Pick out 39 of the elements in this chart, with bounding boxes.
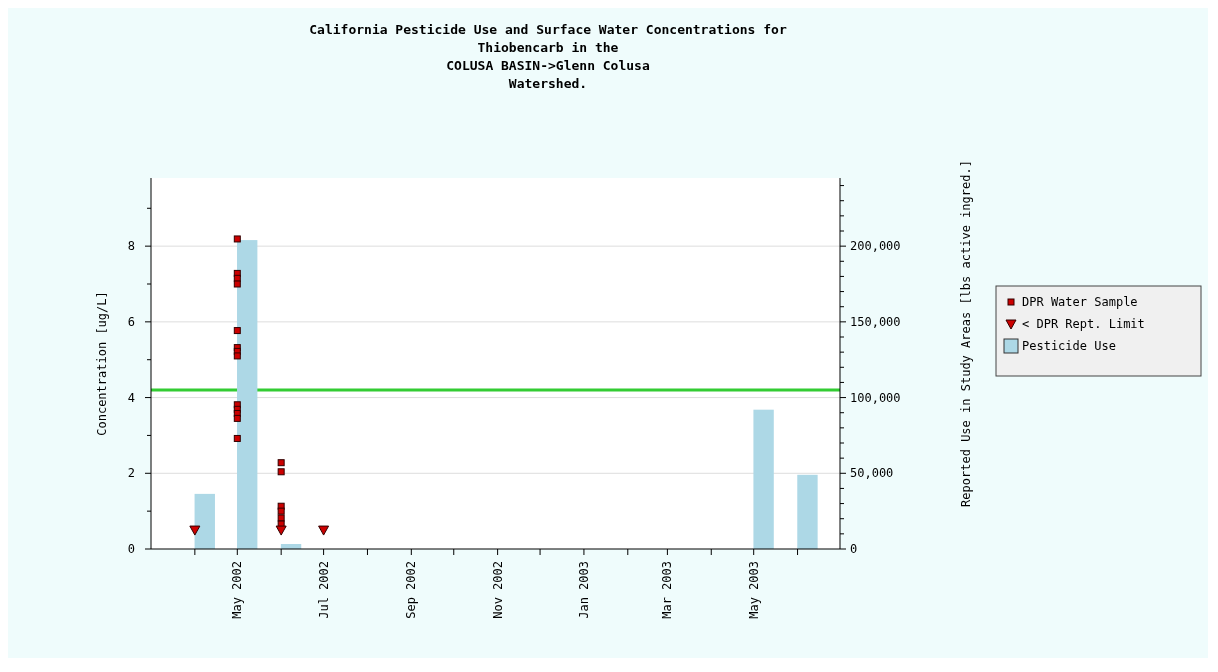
bar [237,240,258,549]
y2-axis-title: Reported Use in Study Areas [lbs active ingred.] [959,160,973,507]
y2-tick-label: 150,000 [850,314,901,329]
y-tick-label: 8 [127,239,135,254]
x-tick-label: Mar 2003 [660,561,675,619]
y2-tick-label: 0 [850,542,858,556]
point [189,525,201,536]
point [233,235,241,243]
x-tick-label: Nov 2002 [490,561,505,619]
point [233,414,241,422]
y-tick-label: 6 [127,314,135,329]
x-tick-label: May 2003 [746,561,761,619]
point [318,525,330,536]
legend-label: < DPR Rept. Limit [1022,317,1145,331]
y2-tick-label: 200,000 [850,239,901,254]
point [277,468,285,476]
chart-title: California Pesticide Use and Surface Water Concentrations for Thiobencarb in the COLUSA BASIN->Glenn Colusa Watershed. [309,22,787,91]
y2-tick-label: 100,000 [850,390,901,405]
point [277,507,285,515]
point [277,459,285,467]
y2-tick-label: 50,000 [850,466,894,481]
bar [194,493,215,549]
x-tick-label: Sep 2002 [404,561,419,619]
x-tick-label: Jan 2003 [576,561,591,619]
y-tick-label: 2 [127,466,135,481]
bar [753,409,774,549]
x-tick-label: May 2002 [230,561,245,619]
legend-label: DPR Water Sample [1022,295,1138,309]
point [233,280,241,288]
y-tick-label: 0 [127,542,135,556]
y-axis-title: Concentration [ug/L] [95,291,109,436]
legend-label: Pesticide Use [1022,339,1116,353]
bar [797,474,818,549]
point [233,434,241,442]
point [233,352,241,360]
point [233,327,241,335]
x-tick-label: Jul 2002 [316,561,331,619]
y-tick-label: 4 [127,390,135,405]
point [275,525,287,536]
